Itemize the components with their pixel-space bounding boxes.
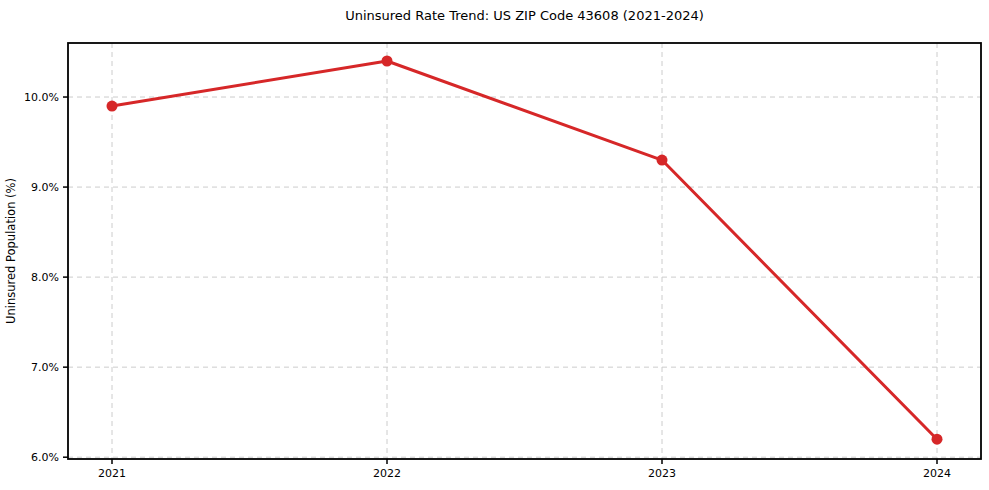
y-tick-label: 10.0% [24, 91, 59, 104]
data-point-2024 [932, 434, 943, 445]
trend-line [112, 61, 937, 439]
data-point-2022 [382, 56, 393, 67]
x-tick-label: 2024 [923, 467, 951, 480]
y-tick-label: 9.0% [31, 181, 59, 194]
data-point-2023 [657, 155, 668, 166]
x-tick-label: 2022 [373, 467, 401, 480]
plot-area: 6.0% 7.0% 8.0% 9.0% 10.0% 2021 2022 2023 2024 [0, 0, 989, 490]
chart-figure: Uninsured Rate Trend: US ZIP Code 43608 … [0, 0, 989, 490]
x-tick-label: 2023 [648, 467, 676, 480]
axes-spines [68, 43, 981, 459]
y-tick-label: 8.0% [31, 271, 59, 284]
data-point-2021 [107, 101, 118, 112]
y-tick-label: 6.0% [31, 451, 59, 464]
x-tick-label: 2021 [98, 467, 126, 480]
y-tick-label: 7.0% [31, 361, 59, 374]
